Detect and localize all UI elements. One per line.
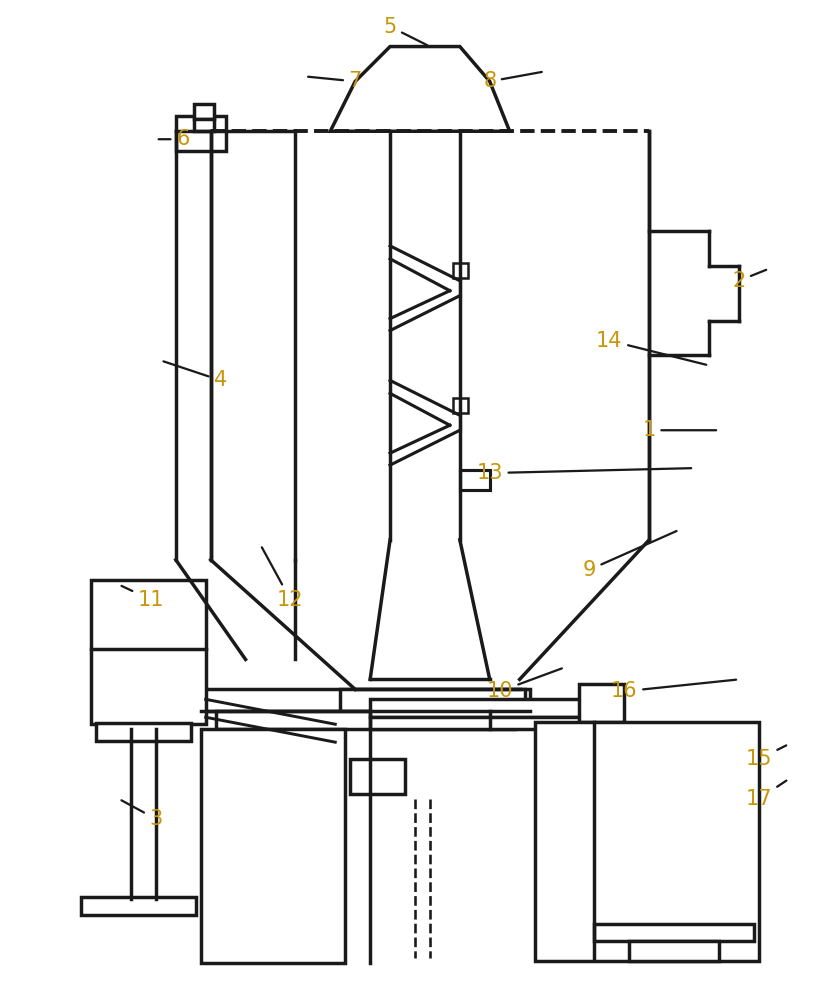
Bar — [370, 699, 590, 717]
Bar — [453, 263, 468, 278]
Text: 10: 10 — [486, 668, 562, 701]
Bar — [176, 116, 225, 151]
Text: 2: 2 — [732, 270, 767, 291]
Text: 5: 5 — [383, 17, 428, 45]
Bar — [453, 398, 468, 413]
Bar — [81, 897, 196, 915]
Text: 3: 3 — [121, 800, 162, 829]
Bar — [96, 723, 191, 741]
Bar — [535, 722, 759, 961]
Bar — [351, 759, 405, 794]
Text: 7: 7 — [308, 71, 362, 91]
Text: 15: 15 — [745, 745, 786, 769]
Bar — [201, 729, 346, 963]
Text: 16: 16 — [611, 680, 736, 701]
Text: 1: 1 — [643, 420, 716, 440]
Text: 6: 6 — [159, 129, 189, 149]
Bar — [579, 684, 624, 722]
Bar — [201, 689, 530, 711]
Bar — [459, 470, 490, 490]
Text: 8: 8 — [483, 71, 542, 91]
Bar — [91, 580, 206, 724]
Text: 12: 12 — [262, 547, 304, 610]
Text: 17: 17 — [745, 781, 786, 809]
Text: 13: 13 — [477, 463, 691, 483]
Bar — [215, 711, 514, 729]
Bar — [340, 689, 525, 711]
Bar — [595, 924, 753, 941]
Text: 9: 9 — [582, 531, 676, 580]
Text: 11: 11 — [121, 586, 164, 610]
Bar — [194, 119, 214, 131]
Text: 4: 4 — [164, 361, 227, 390]
Polygon shape — [330, 47, 509, 131]
Text: 14: 14 — [596, 331, 706, 365]
Bar — [629, 941, 719, 961]
Bar — [194, 104, 214, 119]
Bar — [370, 717, 590, 729]
